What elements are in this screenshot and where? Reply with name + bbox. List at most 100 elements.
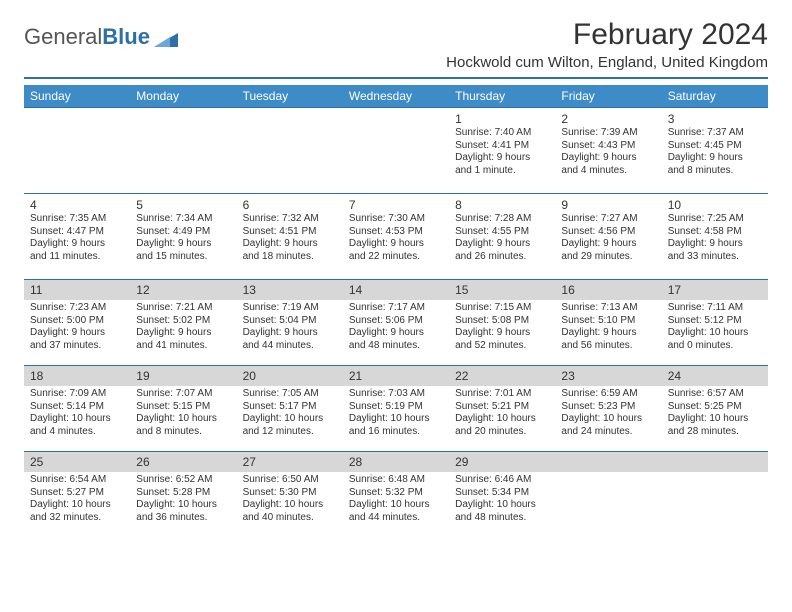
header: GeneralBlue February 2024 Hockwold cum W…	[24, 18, 768, 71]
day-number: 21	[343, 366, 449, 386]
calendar-cell: 29Sunrise: 6:46 AMSunset: 5:34 PMDayligh…	[449, 452, 555, 538]
day-info: Sunrise: 7:30 AMSunset: 4:53 PMDaylight:…	[347, 213, 445, 263]
calendar-cell: 11Sunrise: 7:23 AMSunset: 5:00 PMDayligh…	[24, 280, 130, 366]
day-number: 29	[449, 452, 555, 472]
day-info: Sunrise: 7:01 AMSunset: 5:21 PMDaylight:…	[453, 388, 551, 438]
calendar-cell	[130, 108, 236, 194]
day-info: Sunrise: 7:17 AMSunset: 5:06 PMDaylight:…	[347, 302, 445, 352]
daylight-line: Daylight: 9 hours and 4 minutes.	[561, 152, 655, 177]
day-number: 28	[343, 452, 449, 472]
sunset-line: Sunset: 4:55 PM	[455, 226, 549, 239]
day-number: 15	[449, 280, 555, 300]
daylight-line: Daylight: 10 hours and 20 minutes.	[455, 413, 549, 438]
day-number: 17	[662, 280, 768, 300]
sunrise-line: Sunrise: 6:48 AM	[349, 474, 443, 487]
title-block: February 2024 Hockwold cum Wilton, Engla…	[446, 18, 768, 71]
calendar-cell: 1Sunrise: 7:40 AMSunset: 4:41 PMDaylight…	[449, 108, 555, 194]
day-info: Sunrise: 7:39 AMSunset: 4:43 PMDaylight:…	[559, 127, 657, 177]
day-number: 25	[24, 452, 130, 472]
day-number: 14	[343, 280, 449, 300]
daylight-line: Daylight: 9 hours and 37 minutes.	[30, 327, 124, 352]
sunset-line: Sunset: 4:41 PM	[455, 140, 549, 153]
day-header: Thursday	[449, 85, 555, 108]
calendar-cell: 28Sunrise: 6:48 AMSunset: 5:32 PMDayligh…	[343, 452, 449, 538]
sunrise-line: Sunrise: 7:07 AM	[136, 388, 230, 401]
day-info: Sunrise: 7:37 AMSunset: 4:45 PMDaylight:…	[666, 127, 764, 177]
calendar-cell	[662, 452, 768, 538]
calendar-cell: 19Sunrise: 7:07 AMSunset: 5:15 PMDayligh…	[130, 366, 236, 452]
calendar-cell: 21Sunrise: 7:03 AMSunset: 5:19 PMDayligh…	[343, 366, 449, 452]
sunrise-line: Sunrise: 7:13 AM	[561, 302, 655, 315]
calendar-cell: 7Sunrise: 7:30 AMSunset: 4:53 PMDaylight…	[343, 194, 449, 280]
sunset-line: Sunset: 4:47 PM	[30, 226, 124, 239]
day-number: 11	[24, 280, 130, 300]
sunset-line: Sunset: 5:19 PM	[349, 401, 443, 414]
day-info: Sunrise: 6:46 AMSunset: 5:34 PMDaylight:…	[453, 474, 551, 524]
day-header: Saturday	[662, 85, 768, 108]
sunset-line: Sunset: 5:12 PM	[668, 315, 762, 328]
day-info: Sunrise: 7:07 AMSunset: 5:15 PMDaylight:…	[134, 388, 232, 438]
day-number: 27	[237, 452, 343, 472]
daylight-line: Daylight: 9 hours and 11 minutes.	[30, 238, 124, 263]
daylight-line: Daylight: 10 hours and 48 minutes.	[455, 499, 549, 524]
day-header: Monday	[130, 85, 236, 108]
sunset-line: Sunset: 5:06 PM	[349, 315, 443, 328]
sunset-line: Sunset: 5:21 PM	[455, 401, 549, 414]
day-header: Sunday	[24, 85, 130, 108]
brand-name-a: General	[24, 24, 102, 49]
sunrise-line: Sunrise: 7:11 AM	[668, 302, 762, 315]
calendar-body: 1Sunrise: 7:40 AMSunset: 4:41 PMDaylight…	[24, 108, 768, 538]
brand-name: GeneralBlue	[24, 24, 150, 50]
day-info: Sunrise: 6:54 AMSunset: 5:27 PMDaylight:…	[28, 474, 126, 524]
day-number: 23	[555, 366, 661, 386]
day-info: Sunrise: 7:32 AMSunset: 4:51 PMDaylight:…	[241, 213, 339, 263]
day-number: 18	[24, 366, 130, 386]
daylight-line: Daylight: 9 hours and 26 minutes.	[455, 238, 549, 263]
sunrise-line: Sunrise: 7:23 AM	[30, 302, 124, 315]
daylight-line: Daylight: 10 hours and 44 minutes.	[349, 499, 443, 524]
day-header: Friday	[555, 85, 661, 108]
daylight-line: Daylight: 10 hours and 36 minutes.	[136, 499, 230, 524]
day-number: 16	[555, 280, 661, 300]
calendar-week: 11Sunrise: 7:23 AMSunset: 5:00 PMDayligh…	[24, 280, 768, 366]
sunset-line: Sunset: 5:08 PM	[455, 315, 549, 328]
day-number: 24	[662, 366, 768, 386]
sunrise-line: Sunrise: 7:37 AM	[668, 127, 762, 140]
day-number: 5	[134, 196, 232, 213]
sunrise-line: Sunrise: 7:40 AM	[455, 127, 549, 140]
day-info: Sunrise: 7:27 AMSunset: 4:56 PMDaylight:…	[559, 213, 657, 263]
day-header-row: SundayMondayTuesdayWednesdayThursdayFrid…	[24, 85, 768, 108]
sunset-line: Sunset: 5:23 PM	[561, 401, 655, 414]
calendar-cell: 4Sunrise: 7:35 AMSunset: 4:47 PMDaylight…	[24, 194, 130, 280]
calendar-cell: 9Sunrise: 7:27 AMSunset: 4:56 PMDaylight…	[555, 194, 661, 280]
calendar-cell: 14Sunrise: 7:17 AMSunset: 5:06 PMDayligh…	[343, 280, 449, 366]
calendar-week: 4Sunrise: 7:35 AMSunset: 4:47 PMDaylight…	[24, 194, 768, 280]
sunset-line: Sunset: 4:49 PM	[136, 226, 230, 239]
brand-name-b: Blue	[102, 24, 150, 49]
daylight-line: Daylight: 10 hours and 16 minutes.	[349, 413, 443, 438]
day-info: Sunrise: 7:19 AMSunset: 5:04 PMDaylight:…	[241, 302, 339, 352]
day-number: 9	[559, 196, 657, 213]
daylight-line: Daylight: 9 hours and 8 minutes.	[668, 152, 762, 177]
sunrise-line: Sunrise: 6:57 AM	[668, 388, 762, 401]
sunrise-line: Sunrise: 7:19 AM	[243, 302, 337, 315]
sunset-line: Sunset: 5:25 PM	[668, 401, 762, 414]
day-info: Sunrise: 6:48 AMSunset: 5:32 PMDaylight:…	[347, 474, 445, 524]
daylight-line: Daylight: 9 hours and 48 minutes.	[349, 327, 443, 352]
sunrise-line: Sunrise: 7:27 AM	[561, 213, 655, 226]
calendar-cell	[343, 108, 449, 194]
day-info: Sunrise: 7:03 AMSunset: 5:19 PMDaylight:…	[347, 388, 445, 438]
brand-logo: GeneralBlue	[24, 18, 180, 50]
day-number: 8	[453, 196, 551, 213]
sunrise-line: Sunrise: 7:01 AM	[455, 388, 549, 401]
daylight-line: Daylight: 9 hours and 18 minutes.	[243, 238, 337, 263]
calendar-week: 18Sunrise: 7:09 AMSunset: 5:14 PMDayligh…	[24, 366, 768, 452]
daylight-line: Daylight: 10 hours and 32 minutes.	[30, 499, 124, 524]
day-info: Sunrise: 6:50 AMSunset: 5:30 PMDaylight:…	[241, 474, 339, 524]
sunrise-line: Sunrise: 7:25 AM	[668, 213, 762, 226]
calendar-cell: 8Sunrise: 7:28 AMSunset: 4:55 PMDaylight…	[449, 194, 555, 280]
calendar-cell: 25Sunrise: 6:54 AMSunset: 5:27 PMDayligh…	[24, 452, 130, 538]
daylight-line: Daylight: 10 hours and 8 minutes.	[136, 413, 230, 438]
sunrise-line: Sunrise: 7:15 AM	[455, 302, 549, 315]
daylight-line: Daylight: 10 hours and 28 minutes.	[668, 413, 762, 438]
